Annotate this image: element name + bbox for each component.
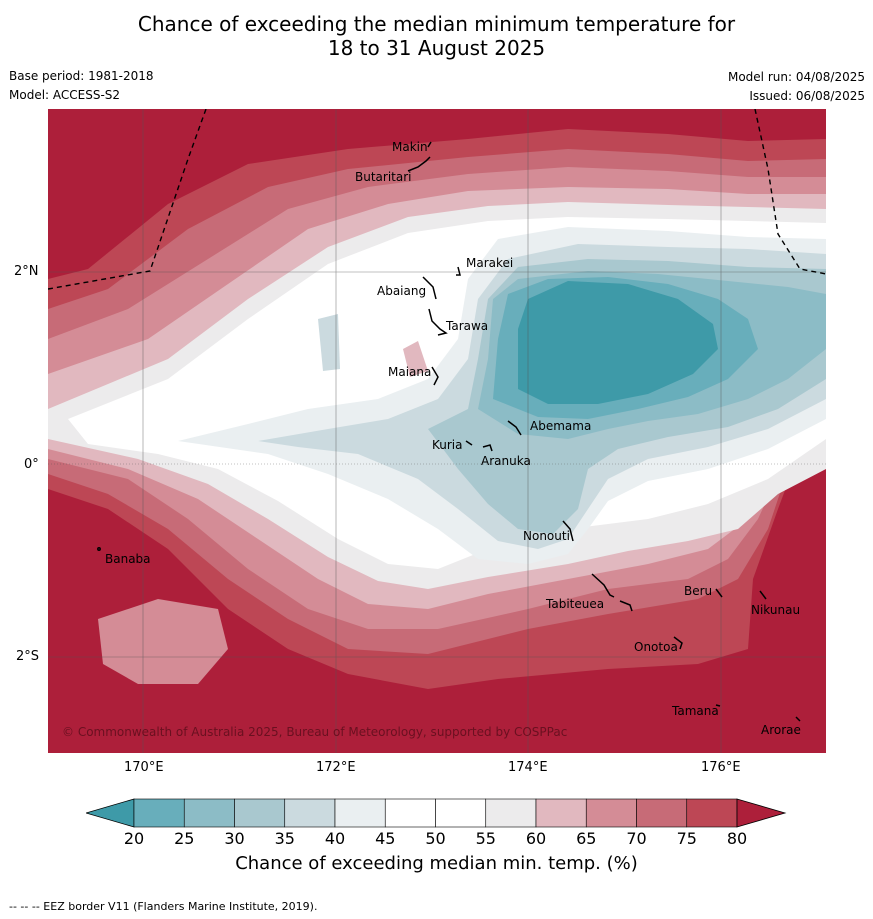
colorbar-tick-50: 50 [425, 829, 446, 848]
label-nonouti: Nonouti [523, 529, 570, 543]
label-onotoa: Onotoa [634, 640, 678, 654]
label-arorae: Arorae [761, 723, 801, 737]
label-tamana: Tamana [671, 704, 719, 718]
lat-label-2s: 2°S [16, 649, 40, 664]
island-abemama-shape [507, 420, 522, 436]
island-nikunau-shape [759, 590, 767, 600]
island-tabiteuea-n-shape [591, 573, 615, 598]
island-banaba-shape [97, 547, 101, 551]
island-butaritari-shape [407, 156, 431, 172]
island-maiana-shape [431, 366, 439, 386]
island-beru-shape [715, 588, 723, 598]
colorbar-cell-35-40 [284, 798, 336, 828]
contour-fill-20 [518, 281, 718, 404]
label-marakei: Marakei [466, 256, 513, 270]
label-aranuka: Aranuka [481, 454, 531, 468]
contour-patch-west-cool [318, 314, 340, 371]
contour-patch-maiana-warm [403, 341, 428, 377]
colorbar-cell-50-55 [435, 798, 487, 828]
island-arorae-shape [795, 716, 801, 722]
colorbar-tick-75: 75 [676, 829, 697, 848]
colorbar-tick-70: 70 [626, 829, 647, 848]
label-kuria: Kuria [432, 438, 463, 452]
colorbar-cell-70-75 [636, 798, 688, 828]
model-name: Model: ACCESS-S2 [9, 88, 121, 102]
model-run-date: Model run: 04/08/2025 [727, 70, 865, 84]
map-title: Chance of exceeding the median minimum t… [0, 12, 873, 60]
colorbar-cell-20-25 [133, 798, 185, 828]
island-tamana-shape [715, 704, 721, 707]
label-abaiang: Abaiang [377, 284, 426, 298]
label-makin: Makin [392, 140, 428, 154]
colorbar-extend-high [736, 798, 787, 828]
eez-border-east [754, 109, 826, 275]
lon-label-176e: 176°E [701, 760, 741, 775]
label-maiana: Maiana [388, 365, 431, 379]
lon-label-174e: 174°E [508, 760, 548, 775]
label-abemama: Abemama [530, 419, 591, 433]
eez-border [48, 109, 826, 290]
label-banaba: Banaba [105, 552, 151, 566]
label-beru: Beru [684, 584, 712, 598]
colorbar [86, 798, 787, 828]
issued-date: Issued: 06/08/2025 [749, 89, 865, 103]
colorbar-tick-65: 65 [576, 829, 597, 848]
colorbar-cell-40-45 [334, 798, 386, 828]
graticule [48, 109, 826, 753]
island-kuria-shape [465, 440, 473, 446]
island-tabiteuea-s-shape [619, 600, 633, 612]
label-tarawa: Tarawa [445, 319, 488, 333]
title-line-2: 18 to 31 August 2025 [327, 36, 546, 60]
colorbar-cell-30-35 [234, 798, 286, 828]
label-nikunau: Nikunau [751, 603, 800, 617]
colorbar-cell-75-80 [686, 798, 738, 828]
colorbar-tick-55: 55 [475, 829, 496, 848]
contour-patch-banaba-warm [98, 599, 228, 684]
island-abaiang-shape [422, 276, 437, 300]
colorbar-tick-20: 20 [123, 829, 145, 848]
colorbar-tick-80: 80 [726, 829, 748, 848]
lon-label-172e: 172°E [316, 760, 356, 775]
title-line-1: Chance of exceeding the median minimum t… [137, 12, 736, 36]
lat-label-2n: 2°N [14, 264, 39, 279]
eez-border-west [48, 109, 207, 290]
colorbar-tick-30: 30 [224, 829, 245, 848]
lon-label-170e: 170°E [124, 760, 164, 775]
base-period: Base period: 1981-2018 [9, 69, 154, 83]
lat-label-equator: 0° [24, 457, 39, 472]
colorbar-extend-low [86, 798, 135, 828]
colorbar-cell-25-30 [183, 798, 235, 828]
colorbar-tick-60: 60 [525, 829, 547, 848]
colorbar-cell-60-65 [535, 798, 587, 828]
label-tabiteuea: Tabiteuea [545, 597, 604, 611]
colorbar-cell-45-50 [384, 798, 436, 828]
colorbar-cell-65-70 [585, 798, 637, 828]
label-butaritari: Butaritari [355, 170, 412, 184]
eez-source-note: -- -- -- EEZ border V11 (Flanders Marine… [9, 900, 318, 913]
island-marakei-shape [456, 266, 461, 276]
colorbar-tick-40: 40 [324, 829, 346, 848]
colorbar-tick-45: 45 [375, 829, 396, 848]
copyright-notice: © Commonwealth of Australia 2025, Bureau… [62, 725, 567, 739]
colorbar-tick-35: 35 [274, 829, 295, 848]
island-aranuka-shape [482, 444, 493, 452]
colorbar-tick-25: 25 [174, 829, 195, 848]
island-outlines [97, 141, 801, 722]
island-nonouti-shape [562, 520, 574, 542]
island-tarawa-shape [428, 308, 448, 336]
colorbar-cell-55-60 [485, 798, 537, 828]
island-onotoa-shape [673, 636, 683, 650]
forecast-map: Makin Butaritari Marakei Abaiang Tarawa … [48, 109, 826, 753]
colorbar-label: Chance of exceeding median min. temp. (%… [235, 853, 638, 874]
colorbar-cells [86, 798, 787, 828]
island-makin-shape [427, 141, 432, 148]
